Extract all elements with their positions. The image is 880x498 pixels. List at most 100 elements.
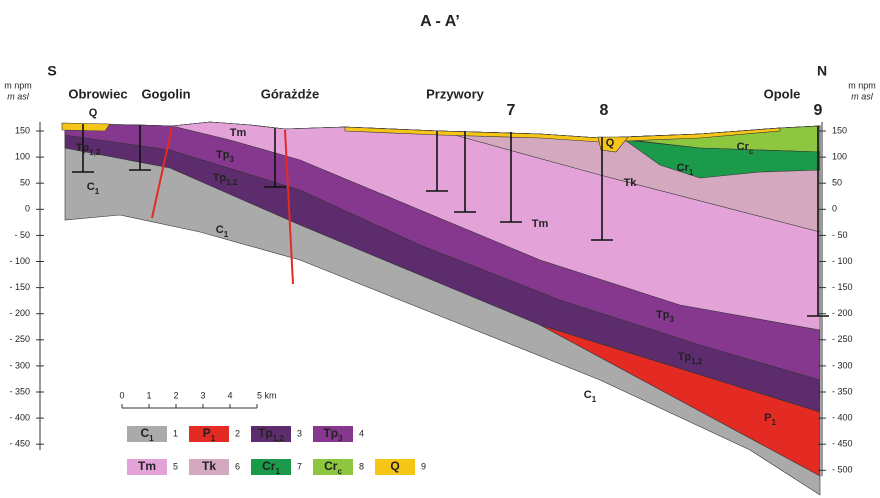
map-label-base: Cr xyxy=(677,162,690,174)
axis-unit: m npm xyxy=(848,80,876,90)
tick-label: - 450 xyxy=(832,439,853,449)
map-label-base: Tm xyxy=(532,218,549,230)
legend-symbol: Q xyxy=(390,459,399,473)
scale-label: 3 xyxy=(200,390,205,400)
tick-label: - 200 xyxy=(9,308,30,318)
tick-label: - 350 xyxy=(9,386,30,396)
tick-label: 50 xyxy=(20,178,30,188)
map-label: Tk xyxy=(624,177,638,189)
legend-symbol-sub: 1 xyxy=(211,434,216,443)
tick-label: - 250 xyxy=(832,334,853,344)
legend-symbol-sub: 3 xyxy=(338,434,343,443)
map-label-base: Q xyxy=(89,107,98,119)
tick-label: - 500 xyxy=(832,465,853,475)
legend-symbol-sub: 1,2 xyxy=(273,434,285,443)
tick-label: - 350 xyxy=(832,386,853,396)
tick-label: - 100 xyxy=(9,256,30,266)
scale-label: 0 xyxy=(119,390,124,400)
legend-symbol: Tk xyxy=(202,459,216,473)
legend-symbol-base: Cr xyxy=(324,459,338,473)
map-label-base: Tk xyxy=(624,177,638,189)
cross-section: A - A’ 150100500- 50- 100- 150- 200- 250… xyxy=(0,0,880,498)
map-label-sub: 1,2 xyxy=(691,357,703,366)
well-number: 9 xyxy=(814,102,823,119)
scale-label: 1 xyxy=(146,390,151,400)
tick-label: - 100 xyxy=(832,256,853,266)
legend-number: 8 xyxy=(359,461,364,471)
tick-label: - 250 xyxy=(9,334,30,344)
tick-label: 150 xyxy=(832,125,847,135)
tick-label: - 450 xyxy=(9,439,30,449)
map-label-base: Tp xyxy=(656,309,670,321)
legend-number: 5 xyxy=(173,461,178,471)
legend-symbol-base: Q xyxy=(390,459,399,473)
well-number: 7 xyxy=(507,102,516,119)
legend-number: 6 xyxy=(235,461,240,471)
map-label-base: Tp xyxy=(76,142,90,154)
place-name: Przywory xyxy=(426,86,485,101)
legend-symbol-base: Cr xyxy=(262,459,276,473)
tick-label: - 400 xyxy=(832,412,853,422)
legend-symbol-base: Tm xyxy=(138,459,156,473)
geology xyxy=(62,122,820,495)
place-name: Gogolin xyxy=(141,86,190,101)
tick-label: 100 xyxy=(832,151,847,161)
map-label-sub: 1 xyxy=(689,168,694,177)
map-label: Q xyxy=(89,107,98,119)
map-label-base: Q xyxy=(606,137,615,149)
map-label-base: C xyxy=(216,224,224,236)
layer-q xyxy=(62,123,110,131)
tick-label: 0 xyxy=(25,204,30,214)
axis-unit: m asl xyxy=(851,91,874,101)
place-name: Opole xyxy=(764,86,801,101)
legend-number: 2 xyxy=(235,428,240,438)
tick-label: - 150 xyxy=(9,282,30,292)
legend-symbol-base: Tp xyxy=(258,426,273,440)
direction: S xyxy=(47,63,56,79)
tick-label: - 300 xyxy=(9,360,30,370)
scale-label: 2 xyxy=(173,390,178,400)
scale-label: 4 xyxy=(227,390,232,400)
direction: N xyxy=(817,63,827,79)
map-label-sub: 1,2 xyxy=(226,178,238,187)
map-label-base: Tp xyxy=(213,172,227,184)
map-label-base: Cr xyxy=(737,141,750,153)
map-label-base: Tp xyxy=(216,149,230,161)
legend-number: 1 xyxy=(173,428,178,438)
legend-symbol-sub: c xyxy=(337,467,342,476)
legend-symbol-base: C xyxy=(140,426,149,440)
title: A - A’ xyxy=(420,13,460,30)
map-label: Tm xyxy=(230,127,247,139)
map-label: C1 xyxy=(584,389,597,404)
tick-label: - 200 xyxy=(832,308,853,318)
legend-symbol: Tm xyxy=(138,459,156,473)
legend-symbol-base: P xyxy=(203,426,211,440)
legend-number: 3 xyxy=(297,428,302,438)
map-label-base: C xyxy=(87,181,95,193)
legend-symbol-sub: 1 xyxy=(275,467,280,476)
map-label: Tm xyxy=(532,218,549,230)
axis-unit: m npm xyxy=(4,80,32,90)
place-name: Górażdże xyxy=(261,86,320,101)
tick-label: - 300 xyxy=(832,360,853,370)
tick-label: - 150 xyxy=(832,282,853,292)
legend-number: 9 xyxy=(421,461,426,471)
map-label-base: P xyxy=(764,412,771,424)
tick-label: - 50 xyxy=(832,230,848,240)
scale-label: 5 km xyxy=(257,390,277,400)
tick-label: 50 xyxy=(832,178,842,188)
legend-number: 4 xyxy=(359,428,364,438)
axis-unit: m asl xyxy=(7,91,30,101)
map-label-base: Tm xyxy=(230,127,247,139)
legend-symbol-sub: 1 xyxy=(149,434,154,443)
map-label-base: C xyxy=(584,389,592,401)
map-label-base: Tp xyxy=(678,351,692,363)
well-number: 8 xyxy=(600,102,609,119)
map-label-sub: 1 xyxy=(771,418,776,427)
map-label-sub: 1 xyxy=(592,395,597,404)
tick-label: - 400 xyxy=(9,412,30,422)
map-label-sub: 1,2 xyxy=(89,148,101,157)
tick-label: - 50 xyxy=(14,230,30,240)
map-label-sub: c xyxy=(749,147,754,156)
tick-label: 150 xyxy=(15,125,30,135)
